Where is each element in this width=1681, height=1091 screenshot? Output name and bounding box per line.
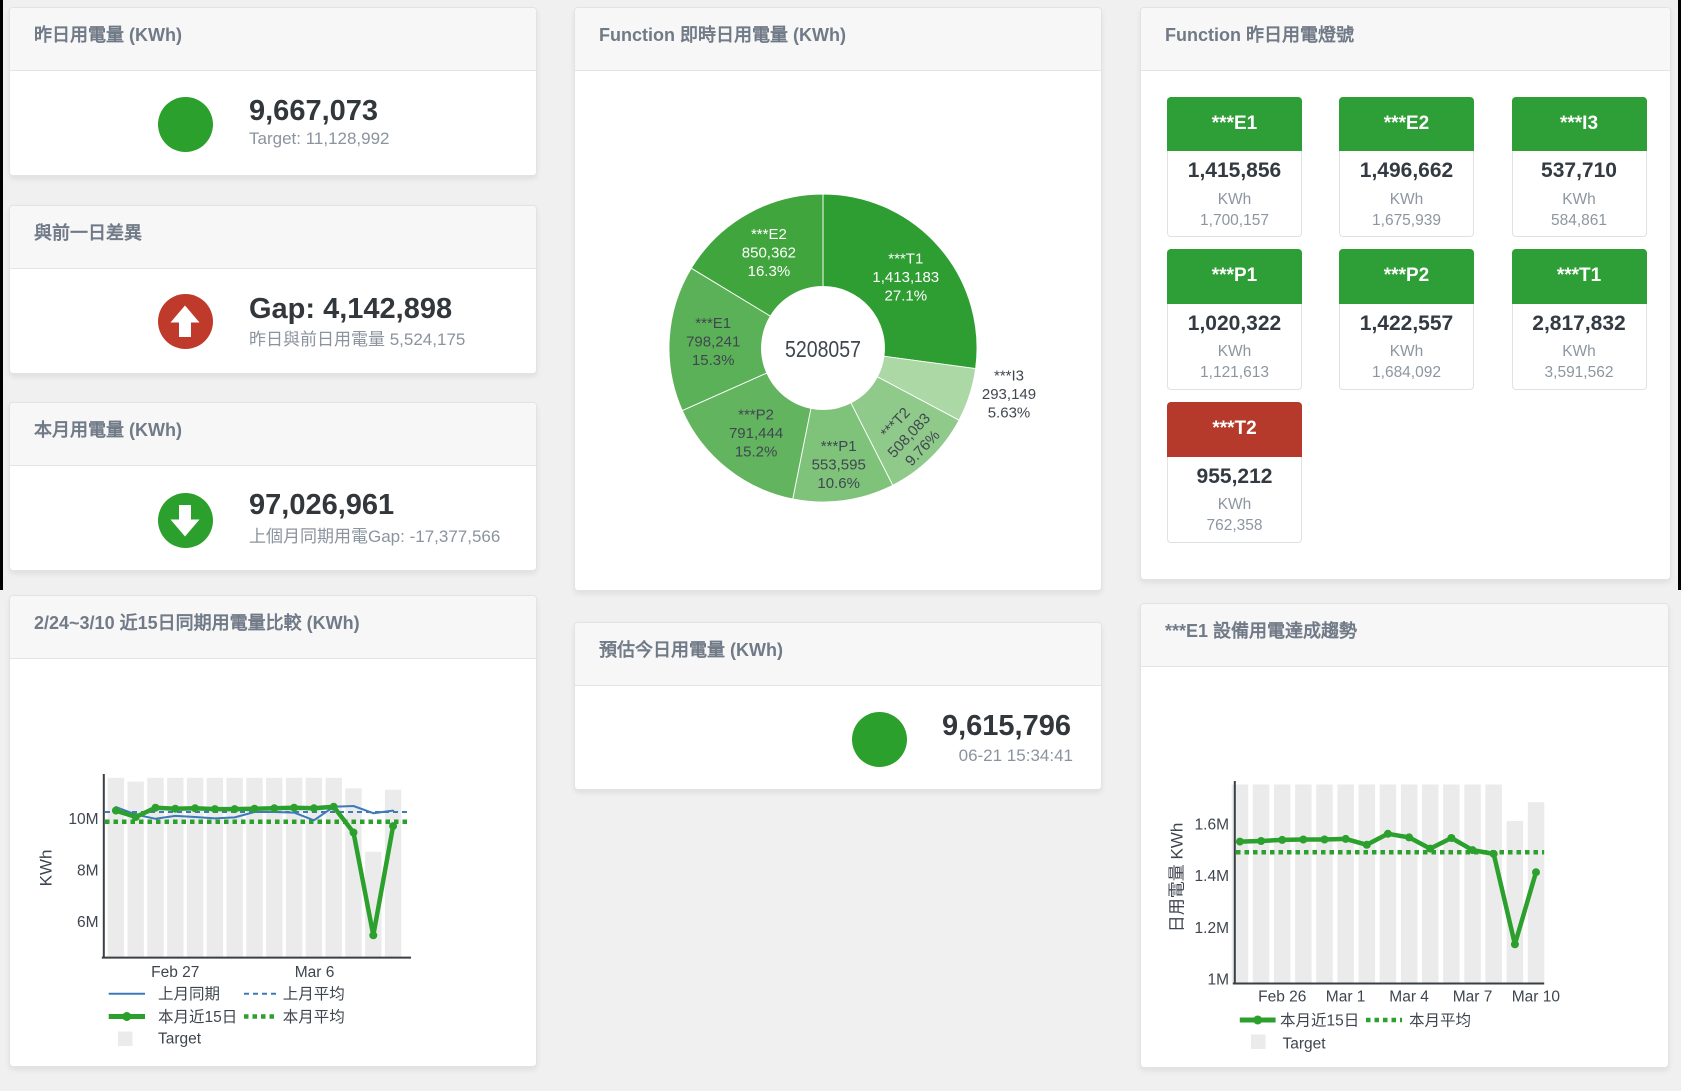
- svg-text:Feb 26: Feb 26: [1258, 989, 1306, 1006]
- svg-text:798,241: 798,241: [686, 334, 740, 351]
- svg-text:本月平均: 本月平均: [1409, 1012, 1471, 1030]
- svg-text:本月近15日: 本月近15日: [1280, 1012, 1359, 1030]
- svg-text:27.1%: 27.1%: [885, 288, 928, 305]
- svg-text:15.2%: 15.2%: [735, 444, 778, 461]
- svg-text:Mar 4: Mar 4: [1389, 989, 1429, 1006]
- svg-text:6M: 6M: [77, 914, 99, 931]
- svg-text:16.3%: 16.3%: [748, 263, 791, 280]
- svg-text:本月近15日: 本月近15日: [158, 1008, 237, 1026]
- svg-text:Mar 7: Mar 7: [1453, 989, 1493, 1006]
- svg-text:***E2: ***E2: [751, 226, 787, 243]
- svg-text:上月同期: 上月同期: [158, 985, 220, 1003]
- svg-text:293,149: 293,149: [982, 386, 1036, 403]
- svg-text:850,362: 850,362: [742, 245, 796, 262]
- svg-text:553,595: 553,595: [812, 457, 866, 474]
- svg-text:本月平均: 本月平均: [283, 1008, 345, 1026]
- svg-text:1M: 1M: [1207, 972, 1229, 989]
- svg-text:***E1: ***E1: [695, 315, 731, 332]
- svg-text:***P2: ***P2: [738, 407, 774, 424]
- svg-text:KWh: KWh: [37, 850, 56, 887]
- svg-text:8M: 8M: [77, 863, 99, 880]
- svg-text:Mar 10: Mar 10: [1512, 989, 1561, 1006]
- svg-text:1.2M: 1.2M: [1195, 920, 1229, 937]
- svg-text:15.3%: 15.3%: [692, 352, 735, 369]
- svg-text:上月平均: 上月平均: [283, 985, 345, 1003]
- svg-text:5.63%: 5.63%: [988, 405, 1031, 422]
- svg-text:1.4M: 1.4M: [1195, 868, 1229, 885]
- svg-text:***P1: ***P1: [821, 438, 857, 455]
- svg-text:Mar 1: Mar 1: [1326, 989, 1366, 1006]
- svg-text:***T1: ***T1: [888, 251, 923, 268]
- svg-text:Target: Target: [1283, 1036, 1327, 1053]
- svg-text:10M: 10M: [68, 811, 98, 828]
- svg-text:Target: Target: [158, 1030, 202, 1047]
- svg-text:***I3: ***I3: [994, 368, 1024, 385]
- svg-text:Mar 6: Mar 6: [295, 964, 335, 981]
- svg-text:5208057: 5208057: [785, 336, 861, 362]
- svg-text:1,413,183: 1,413,183: [872, 269, 939, 286]
- svg-text:1.6M: 1.6M: [1195, 817, 1229, 834]
- svg-text:791,444: 791,444: [729, 425, 783, 442]
- svg-text:10.6%: 10.6%: [817, 475, 860, 492]
- svg-text:Feb 27: Feb 27: [151, 964, 199, 981]
- svg-text:日用電量 KWh: 日用電量 KWh: [1168, 823, 1187, 933]
